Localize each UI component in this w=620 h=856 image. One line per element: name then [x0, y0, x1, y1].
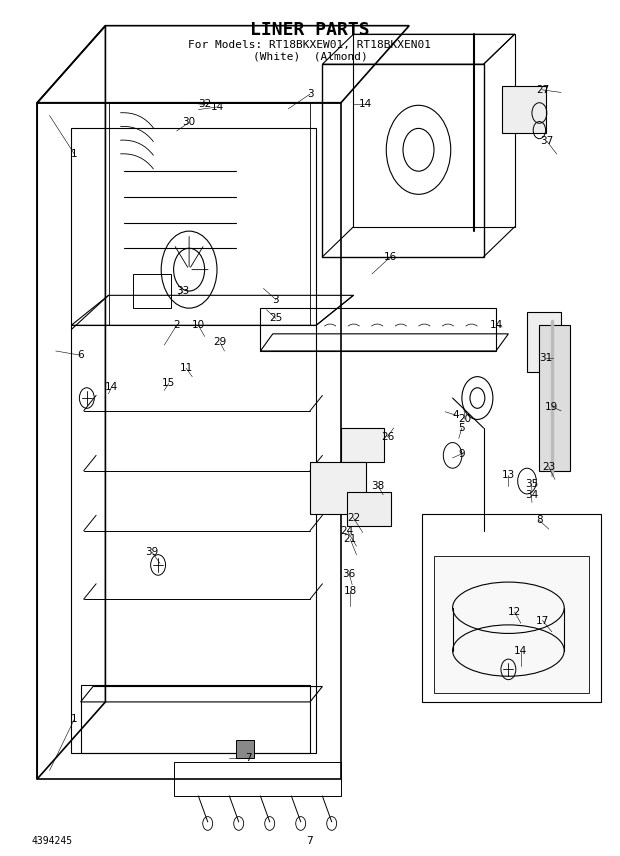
Text: 15: 15 — [162, 378, 175, 389]
Text: 1: 1 — [71, 149, 78, 159]
Text: 14: 14 — [359, 99, 373, 110]
Text: 11: 11 — [179, 363, 193, 373]
Text: 23: 23 — [542, 461, 556, 472]
Bar — [341, 428, 384, 462]
Text: 16: 16 — [384, 252, 397, 262]
Text: 14: 14 — [210, 102, 224, 112]
Text: 14: 14 — [489, 320, 503, 330]
Bar — [527, 312, 561, 372]
Text: 19: 19 — [545, 401, 559, 412]
Bar — [502, 86, 546, 133]
Text: 12: 12 — [508, 607, 521, 617]
Bar — [133, 274, 171, 308]
Polygon shape — [539, 325, 570, 471]
Text: 26: 26 — [381, 431, 394, 442]
Text: 3: 3 — [273, 294, 279, 305]
Text: 4394245: 4394245 — [31, 835, 72, 846]
Bar — [236, 740, 254, 758]
Text: 14: 14 — [105, 382, 118, 392]
Text: 2: 2 — [174, 320, 180, 330]
Text: 18: 18 — [343, 586, 357, 596]
Polygon shape — [434, 556, 589, 693]
Text: 5: 5 — [459, 423, 465, 433]
Text: 22: 22 — [347, 513, 360, 523]
Text: 17: 17 — [536, 615, 549, 626]
Text: 14: 14 — [514, 645, 528, 656]
Text: 7: 7 — [245, 752, 251, 763]
Text: 37: 37 — [540, 136, 554, 146]
Text: 6: 6 — [78, 350, 84, 360]
Text: 33: 33 — [176, 286, 190, 296]
Text: 38: 38 — [371, 481, 385, 491]
Text: 3: 3 — [307, 89, 313, 99]
Text: 8: 8 — [536, 515, 542, 526]
Text: 13: 13 — [502, 470, 515, 480]
Text: (White)  (Almond): (White) (Almond) — [252, 51, 368, 62]
Text: 4: 4 — [453, 410, 459, 420]
Text: 24: 24 — [340, 526, 354, 536]
Bar — [347, 492, 391, 526]
Text: 32: 32 — [198, 99, 211, 110]
Text: 36: 36 — [342, 568, 356, 579]
Bar — [310, 462, 366, 514]
Text: 29: 29 — [213, 337, 227, 348]
Text: 1: 1 — [71, 714, 78, 724]
Text: 34: 34 — [525, 490, 538, 500]
Text: 10: 10 — [192, 320, 205, 330]
Text: LINER PARTS: LINER PARTS — [250, 21, 370, 39]
Text: 30: 30 — [182, 117, 196, 128]
Text: 7: 7 — [307, 835, 313, 846]
Text: 39: 39 — [145, 547, 159, 557]
Text: 31: 31 — [539, 353, 552, 363]
Text: For Models: RT18BKXEW01, RT18BKXEN01: For Models: RT18BKXEW01, RT18BKXEN01 — [188, 39, 432, 50]
Text: 20: 20 — [458, 414, 472, 425]
Text: 25: 25 — [269, 313, 283, 324]
Text: 27: 27 — [536, 85, 549, 95]
Text: 9: 9 — [459, 449, 465, 459]
Text: 35: 35 — [525, 479, 538, 489]
Text: 21: 21 — [343, 534, 357, 544]
